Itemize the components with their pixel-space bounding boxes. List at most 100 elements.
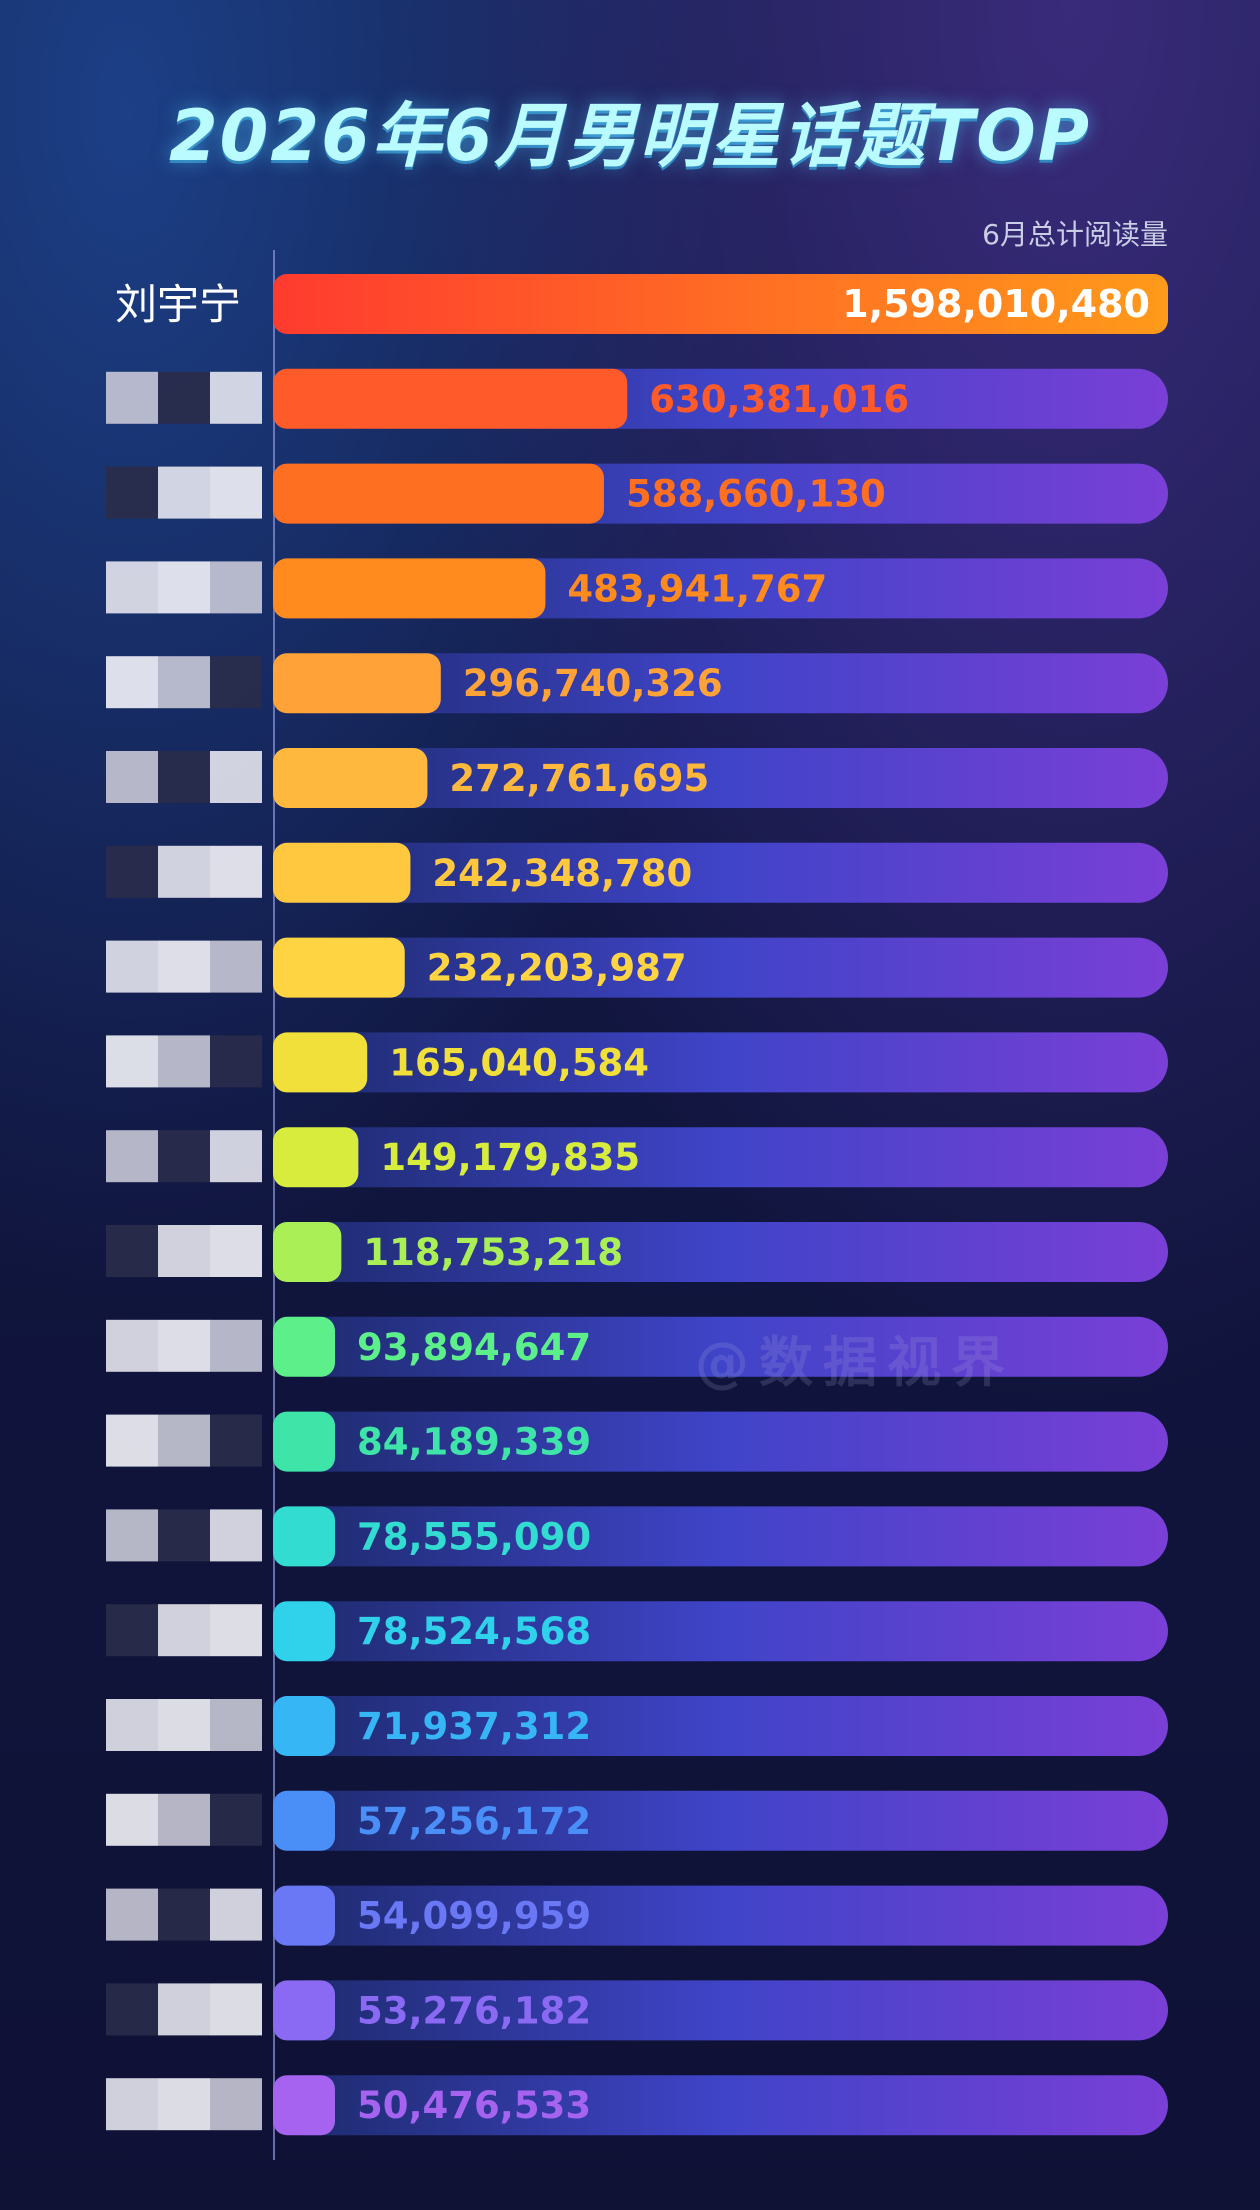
bar-row: 93,894,647: [106, 1316, 1168, 1377]
bar: [273, 842, 411, 903]
bar-track: [275, 1316, 1168, 1377]
bar-row: 588,660,130: [106, 463, 1168, 524]
data-label: 630,381,016: [649, 378, 909, 421]
data-label: 483,941,767: [567, 567, 827, 610]
redacted-name: [106, 1888, 262, 1941]
bar-track: [275, 1411, 1168, 1472]
bar-row: 149,179,835: [106, 1127, 1168, 1188]
bar: [273, 1316, 335, 1377]
redacted-name: [106, 466, 262, 519]
bar-row: 57,256,172: [106, 1790, 1168, 1851]
data-label: 149,179,835: [380, 1136, 640, 1179]
bar: [273, 1885, 335, 1946]
bar: [273, 653, 441, 714]
bar-row: 54,099,959: [106, 1885, 1168, 1946]
bar-track: [275, 748, 1168, 808]
bar-track: [275, 1506, 1168, 1567]
bar: [273, 1980, 335, 2041]
bar: [273, 1032, 368, 1093]
redacted-name: [106, 561, 262, 614]
redacted-name: [106, 940, 262, 993]
bar-row: 78,555,090: [106, 1506, 1168, 1567]
redacted-name: [106, 1604, 262, 1657]
bar: [273, 463, 604, 524]
data-label: 57,256,172: [357, 1800, 591, 1843]
bar-row: 78,524,568: [106, 1601, 1168, 1662]
redacted-name: [106, 1509, 262, 1562]
bar: [273, 937, 405, 998]
bar: [273, 1127, 359, 1188]
bar-row: 84,189,339: [106, 1411, 1168, 1472]
data-label: 78,524,568: [357, 1610, 591, 1653]
bar-row: 483,941,767: [106, 558, 1168, 619]
bar-row: 165,040,584: [106, 1032, 1168, 1093]
data-label: 118,753,218: [363, 1231, 623, 1274]
bar: [273, 558, 546, 619]
bar: [273, 1222, 342, 1282]
bar-row: 272,761,695: [106, 748, 1168, 808]
redacted-name: [106, 371, 262, 424]
watermark-text: @数据视界: [695, 1331, 1015, 1394]
bar-row: 118,753,218: [106, 1222, 1168, 1282]
category-label: 刘宇宁: [115, 280, 241, 329]
bar: [273, 1696, 335, 1756]
data-label: 1,598,010,480: [842, 282, 1150, 326]
redacted-name: [106, 656, 262, 709]
redacted-name: [106, 1793, 262, 1846]
data-label: 71,937,312: [357, 1705, 591, 1748]
data-label: 272,761,695: [449, 757, 709, 800]
redacted-name: [106, 1035, 262, 1088]
data-label: 232,203,987: [427, 947, 687, 990]
bar-track: [275, 1222, 1168, 1282]
redacted-name: [106, 2078, 262, 2131]
bar: [273, 748, 428, 808]
bar-track: [275, 937, 1168, 998]
bar-row: 1,598,010,480 刘宇宁: [115, 274, 1168, 334]
bar-track: [275, 1790, 1168, 1851]
bar-row: 50,476,533: [106, 2075, 1168, 2136]
bar-track: [275, 1885, 1168, 1946]
bar-row: 242,348,780: [106, 842, 1168, 903]
bar-row: 71,937,312: [106, 1696, 1168, 1756]
bar-track: [275, 653, 1168, 714]
bar-track: [275, 1601, 1168, 1662]
bar-track: [275, 842, 1168, 903]
data-label: 165,040,584: [389, 1041, 649, 1084]
data-label: 588,660,130: [626, 473, 886, 516]
redacted-name: [106, 1319, 262, 1372]
data-label: 242,348,780: [432, 852, 692, 895]
bar-row: 296,740,326: [106, 653, 1168, 714]
data-label: 54,099,959: [357, 1895, 591, 1938]
data-label: 296,740,326: [463, 662, 723, 705]
redacted-name: [106, 1983, 262, 2036]
bar-row: 630,381,016: [106, 368, 1168, 429]
bar: [273, 274, 1168, 334]
chart-subtitle: 6月总计阅读量: [982, 218, 1168, 251]
bar-track: [275, 2075, 1168, 2136]
bar-track: [275, 1980, 1168, 2041]
redacted-name: [106, 1699, 262, 1751]
redacted-name: [106, 751, 262, 803]
data-label: 84,189,339: [357, 1421, 591, 1464]
y-axis-line: [273, 250, 275, 2160]
bar-row: 232,203,987: [106, 937, 1168, 998]
bar: [273, 368, 628, 429]
data-label: 50,476,533: [357, 2084, 591, 2127]
chart-title: 2026年6月男明星话题TOP: [168, 95, 1092, 177]
data-label: 93,894,647: [357, 1326, 591, 1369]
data-label: 53,276,182: [357, 1989, 591, 2032]
bar: [273, 1601, 335, 1662]
redacted-name: [106, 1225, 262, 1277]
redacted-name: [106, 1130, 262, 1183]
bar-track: [275, 1696, 1168, 1756]
bar: [273, 1506, 335, 1567]
bar-row: 53,276,182: [106, 1980, 1168, 2041]
bar: [273, 2075, 335, 2136]
redacted-name: [106, 845, 262, 898]
bar-track: [275, 1127, 1168, 1188]
bar: [273, 1790, 335, 1851]
bar: [273, 1411, 335, 1472]
bar-track: [275, 1032, 1168, 1093]
redacted-name: [106, 1414, 262, 1467]
